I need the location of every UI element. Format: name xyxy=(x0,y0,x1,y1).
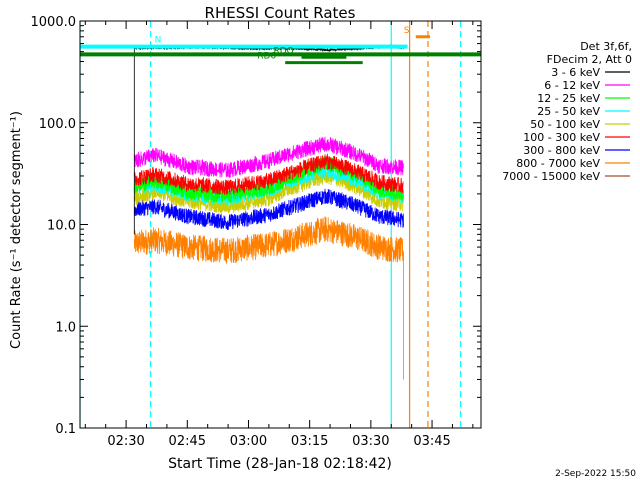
x-tick-label-2: 03:00 xyxy=(230,434,267,449)
legend-label-2: 12 - 25 keV xyxy=(537,92,600,105)
chart-title: RHESSI Count Rates xyxy=(205,4,356,22)
legend-header-1: FDecim 2, Att 0 xyxy=(547,53,632,66)
x-tick-label-0: 02:30 xyxy=(107,434,144,449)
y-tick-label-0: 0.1 xyxy=(55,422,76,437)
y-tick-label-2: 10.0 xyxy=(47,219,76,234)
y-tick-label-4: 1000.0 xyxy=(31,15,77,30)
legend-label-0: 3 - 6 keV xyxy=(551,66,600,79)
legend-label-4: 50 - 100 keV xyxy=(530,118,600,131)
x-tick-label-5: 03:45 xyxy=(413,434,450,449)
legend-label-8: 7000 - 15000 keV xyxy=(502,170,600,183)
state-bar-label-1: N xyxy=(155,36,162,46)
legend-label-5: 100 - 300 keV xyxy=(523,131,600,144)
series-line-100-300keV xyxy=(133,153,404,196)
x-tick-label-3: 03:15 xyxy=(291,434,328,449)
series-line-6-12keV xyxy=(133,136,404,178)
x-tick-label-4: 03:30 xyxy=(352,434,389,449)
axes: 0.1 1.0 10.0 100.0 1000.0 02:30 02:45 03:00 03:1… xyxy=(31,15,482,449)
series-line-300-800keV xyxy=(133,188,404,231)
legend-label-7: 800 - 7000 keV xyxy=(516,157,600,170)
legend-header-0: Det 3f,6f, xyxy=(580,40,632,53)
x-axis-label: Start Time (28-Jan-18 02:18:42) xyxy=(168,456,392,472)
legend-label-3: 25 - 50 keV xyxy=(537,105,600,118)
x-tick-label-1: 02:45 xyxy=(169,434,206,449)
legend-label-6: 300 - 800 keV xyxy=(523,144,600,157)
state-bar-label-3: RD6 xyxy=(257,52,276,62)
y-tick-label-3: 100.0 xyxy=(39,117,76,132)
series-line-800-7000keV xyxy=(133,216,404,380)
y-tick-label-1: 1.0 xyxy=(55,320,76,335)
footer-date: 2-Sep-2022 15:50 xyxy=(555,469,636,479)
state-bar-label-5: S xyxy=(404,26,410,36)
y-axis-label: Count Rate (s⁻¹ detector segment⁻¹) xyxy=(9,111,24,349)
legend-label-1: 6 - 12 keV xyxy=(544,79,600,92)
state-bar-label-4: RDO xyxy=(274,46,294,56)
plot-frame xyxy=(79,20,482,429)
